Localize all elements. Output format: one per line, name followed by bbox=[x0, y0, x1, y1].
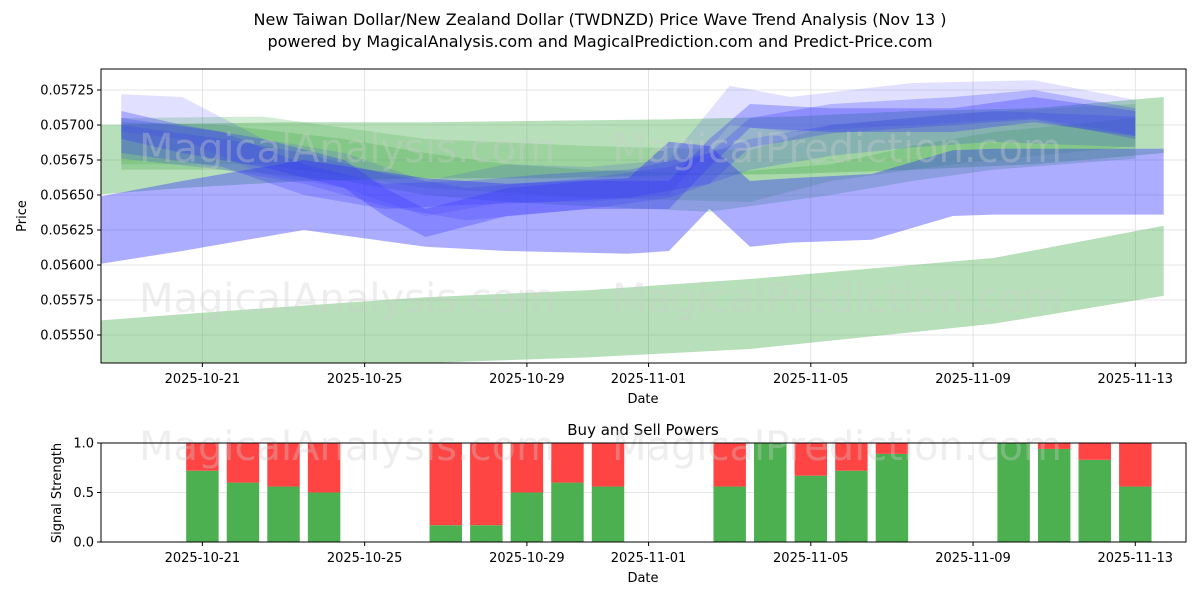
bottom-y-tick-label: 1.0 bbox=[73, 437, 94, 452]
band-blue-wave-3 bbox=[121, 80, 1136, 216]
bottom-x-tick-label: 2025-11-13 bbox=[1098, 551, 1174, 566]
chart-title: New Taiwan Dollar/New Zealand Dollar (TW… bbox=[253, 10, 947, 29]
buy-sell-bars bbox=[186, 443, 1152, 542]
sell-bar bbox=[429, 443, 462, 526]
sell-bar bbox=[470, 443, 503, 526]
top-plot-frame bbox=[100, 68, 1187, 364]
buy-bar bbox=[429, 525, 462, 542]
band-blue-wave-2 bbox=[121, 90, 1136, 209]
top-grid bbox=[101, 69, 1186, 363]
top-y-tick-label: 0.05625 bbox=[40, 224, 94, 239]
buy-bar bbox=[510, 492, 544, 542]
top-x-tick-label: 2025-10-29 bbox=[489, 372, 565, 387]
sell-bar bbox=[1078, 443, 1111, 460]
buy-bar bbox=[713, 486, 746, 542]
watermark-prediction-bottom: MagicalPrediction.com bbox=[612, 424, 1062, 470]
band-green-mid-1 bbox=[121, 118, 1136, 212]
bottom-y-label: Signal Strength bbox=[50, 443, 65, 543]
top-x-tick-label: 2025-11-09 bbox=[935, 372, 1011, 387]
top-x-label: Date bbox=[627, 392, 658, 407]
sell-bar bbox=[551, 443, 584, 483]
sell-bar bbox=[591, 443, 625, 487]
band-blue-wave-4 bbox=[121, 111, 1136, 221]
top-watermarks: MagicalAnalysis.com MagicalPrediction.co… bbox=[139, 126, 1062, 322]
sell-bar bbox=[875, 443, 909, 454]
bottom-axes: 0.0 0.5 1.0 2025-10-21 2025-10-25 2025-10-29 2… bbox=[73, 437, 1173, 567]
bottom-x-tick-label: 2025-11-05 bbox=[773, 551, 849, 566]
buy-bar bbox=[875, 453, 909, 542]
top-x-tick-label: 2025-10-25 bbox=[327, 372, 403, 387]
buy-bar bbox=[997, 443, 1030, 542]
top-x-tick-label: 2025-11-13 bbox=[1098, 372, 1174, 387]
top-y-label: Price bbox=[15, 200, 30, 232]
bottom-title: Buy and Sell Powers bbox=[567, 421, 719, 439]
watermark-analysis-top: MagicalAnalysis.com bbox=[139, 126, 555, 172]
buy-bar bbox=[591, 486, 625, 542]
top-axes: 0.05550 0.05575 0.05600 0.05625 0.05650 0.056… bbox=[40, 84, 1173, 388]
bottom-watermarks: MagicalAnalysis.com MagicalPrediction.co… bbox=[139, 424, 1062, 470]
buy-bar bbox=[470, 525, 503, 542]
sell-bar bbox=[510, 443, 544, 493]
buy-bar bbox=[1037, 448, 1071, 542]
band-green-mid-2 bbox=[121, 104, 1136, 202]
bottom-x-label: Date bbox=[627, 571, 658, 586]
bottom-x-tick-label: 2025-10-21 bbox=[165, 551, 241, 566]
top-x-tick-label: 2025-11-01 bbox=[611, 372, 687, 387]
bottom-x-tick-label: 2025-10-29 bbox=[489, 551, 565, 566]
chart-subtitle: powered by MagicalAnalysis.com and Magic… bbox=[267, 32, 933, 51]
buy-bar bbox=[226, 482, 260, 542]
buy-bar bbox=[307, 492, 341, 542]
price-bands bbox=[101, 80, 1164, 363]
buy-bar bbox=[1119, 486, 1152, 542]
sell-bar bbox=[186, 443, 219, 471]
top-x-tick-label: 2025-11-05 bbox=[773, 372, 849, 387]
bottom-x-tick-label: 2025-10-25 bbox=[327, 551, 403, 566]
sell-bar bbox=[1119, 443, 1152, 487]
top-y-tick-label: 0.05675 bbox=[40, 154, 94, 169]
watermark-prediction-top: MagicalPrediction.com bbox=[612, 126, 1062, 172]
band-green-low-trend bbox=[101, 225, 1164, 363]
bottom-x-tick-label: 2025-11-01 bbox=[611, 551, 687, 566]
band-green-wide-upper bbox=[101, 97, 1164, 195]
top-x-tick-label: 2025-10-21 bbox=[165, 372, 241, 387]
top-y-tick-label: 0.05650 bbox=[40, 189, 94, 204]
sell-bar bbox=[794, 443, 828, 476]
watermark-prediction-mid: MagicalPrediction.com bbox=[612, 276, 1062, 322]
bottom-x-tick-label: 2025-11-09 bbox=[935, 551, 1011, 566]
sell-bar bbox=[307, 443, 341, 493]
top-y-tick-label: 0.05575 bbox=[40, 294, 94, 309]
top-y-tick-label: 0.05600 bbox=[40, 259, 94, 274]
sell-bar bbox=[835, 443, 868, 471]
bottom-y-tick-label: 0.5 bbox=[73, 486, 94, 501]
sell-bar bbox=[1037, 443, 1071, 449]
sell-bar bbox=[267, 443, 300, 487]
sell-bar bbox=[226, 443, 260, 483]
top-y-tick-label: 0.05550 bbox=[40, 329, 94, 344]
watermark-analysis-bottom: MagicalAnalysis.com bbox=[139, 424, 555, 470]
band-blue-wave-1 bbox=[121, 97, 1136, 237]
buy-bar bbox=[551, 482, 584, 542]
band-blue-wide-lower bbox=[101, 141, 1164, 264]
buy-bar bbox=[794, 475, 828, 542]
buy-bar bbox=[1078, 459, 1111, 542]
buy-bar bbox=[267, 486, 300, 542]
top-y-tick-label: 0.05725 bbox=[40, 84, 94, 99]
top-y-tick-label: 0.05700 bbox=[40, 119, 94, 134]
watermark-analysis-mid: MagicalAnalysis.com bbox=[139, 276, 555, 322]
bottom-y-tick-label: 0.0 bbox=[73, 536, 94, 551]
buy-bar bbox=[754, 443, 787, 542]
sell-bar bbox=[713, 443, 746, 487]
buy-bar bbox=[186, 470, 219, 542]
buy-bar bbox=[835, 470, 868, 542]
